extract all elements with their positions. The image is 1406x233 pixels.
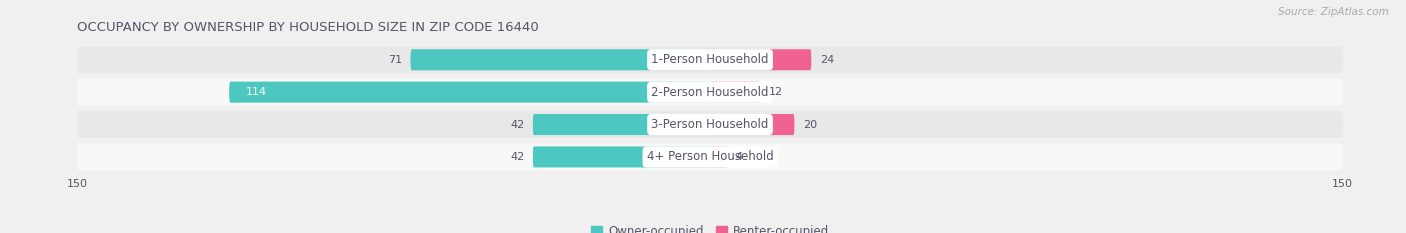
Text: 71: 71 [388, 55, 402, 65]
Text: OCCUPANCY BY OWNERSHIP BY HOUSEHOLD SIZE IN ZIP CODE 16440: OCCUPANCY BY OWNERSHIP BY HOUSEHOLD SIZE… [77, 21, 538, 34]
Text: 4: 4 [735, 152, 742, 162]
Text: 3-Person Household: 3-Person Household [651, 118, 769, 131]
Text: 4+ Person Household: 4+ Person Household [647, 151, 773, 163]
FancyBboxPatch shape [411, 49, 710, 70]
Text: 114: 114 [246, 87, 267, 97]
Text: 20: 20 [803, 120, 817, 130]
Text: 42: 42 [510, 120, 524, 130]
Text: 24: 24 [820, 55, 834, 65]
Text: Source: ZipAtlas.com: Source: ZipAtlas.com [1278, 7, 1389, 17]
FancyBboxPatch shape [77, 46, 1343, 73]
FancyBboxPatch shape [533, 114, 710, 135]
FancyBboxPatch shape [710, 146, 727, 168]
FancyBboxPatch shape [77, 79, 1343, 105]
FancyBboxPatch shape [710, 114, 794, 135]
Text: 42: 42 [510, 152, 524, 162]
Legend: Owner-occupied, Renter-occupied: Owner-occupied, Renter-occupied [591, 225, 830, 233]
Text: 12: 12 [769, 87, 783, 97]
FancyBboxPatch shape [710, 49, 811, 70]
FancyBboxPatch shape [710, 82, 761, 103]
FancyBboxPatch shape [229, 82, 710, 103]
FancyBboxPatch shape [533, 146, 710, 168]
FancyBboxPatch shape [77, 111, 1343, 138]
Text: 1-Person Household: 1-Person Household [651, 53, 769, 66]
Text: 2-Person Household: 2-Person Household [651, 86, 769, 99]
FancyBboxPatch shape [77, 144, 1343, 170]
